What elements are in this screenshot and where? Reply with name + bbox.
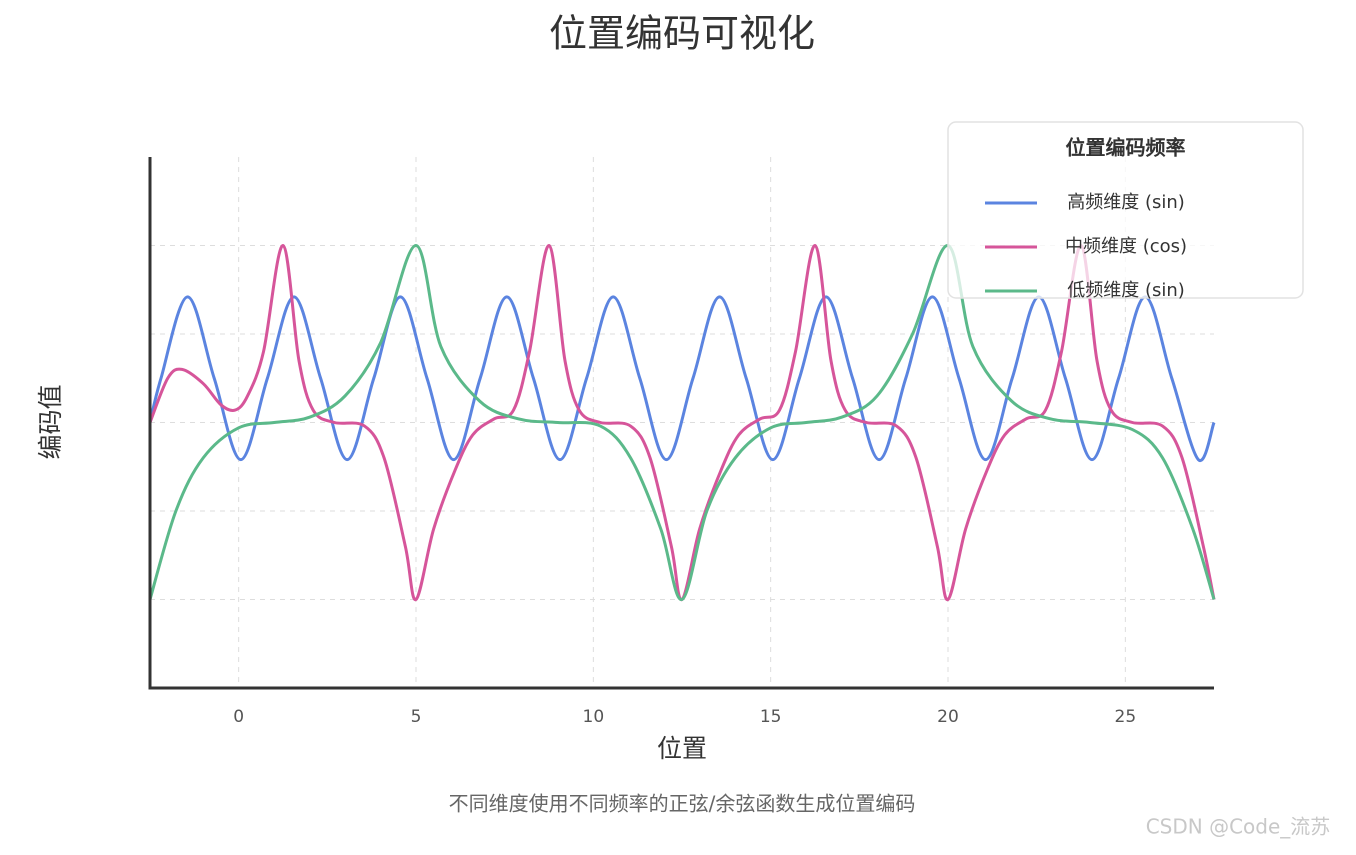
legend-label: 中频维度 (cos) (1065, 236, 1187, 257)
x-tick-label: 10 (583, 707, 605, 727)
legend-title: 位置编码频率 (1066, 136, 1186, 160)
line-series (148, 244, 1216, 601)
chart-title: 位置编码可视化 (549, 12, 815, 56)
legend-label: 高频维度 (sin) (1067, 192, 1185, 213)
legend-label: 低频维度 (sin) (1067, 280, 1185, 301)
x-tick-label: 0 (233, 707, 244, 727)
watermark: CSDN @Code_流苏 (1146, 815, 1331, 839)
x-tick-label: 15 (760, 707, 782, 727)
x-tick-label: 5 (411, 707, 422, 727)
legend-box (947, 121, 1304, 299)
x-tick-label: 20 (937, 707, 959, 727)
x-tick-label: 25 (1115, 707, 1137, 727)
subtitle: 不同维度使用不同频率的正弦/余弦函数生成位置编码 (449, 792, 916, 816)
y-axis-label: 编码值 (36, 384, 65, 459)
x-axis-label: 位置 (657, 734, 707, 763)
